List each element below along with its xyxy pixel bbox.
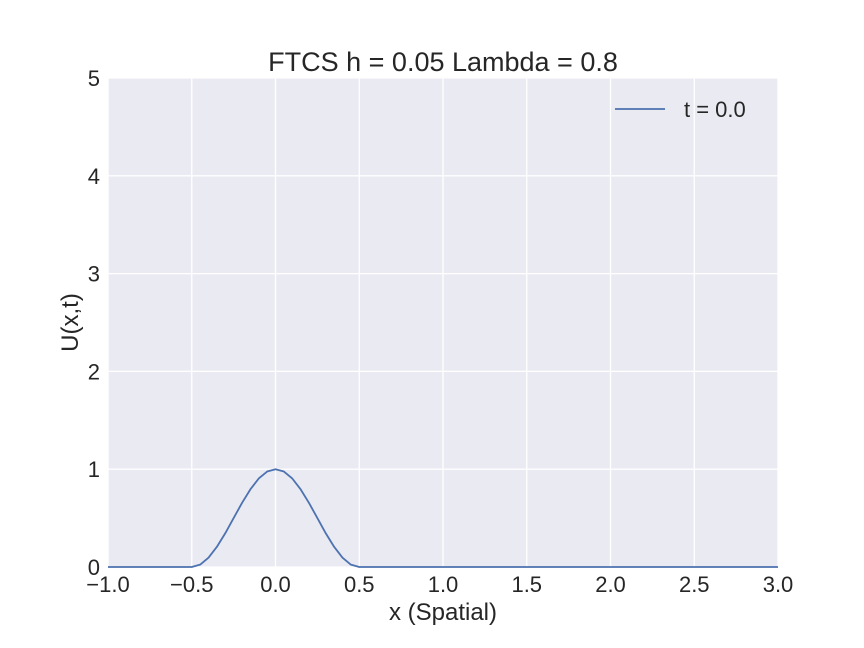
x-tick-label: −1.0 bbox=[86, 572, 129, 597]
y-tick-label: 1 bbox=[88, 457, 100, 482]
y-tick-labels: 0 1 2 3 4 5 bbox=[88, 66, 100, 580]
x-tick-label: 0.0 bbox=[260, 572, 291, 597]
y-tick-label: 4 bbox=[88, 164, 100, 189]
y-tick-label: 5 bbox=[88, 66, 100, 91]
series-line bbox=[108, 468, 778, 568]
y-tick-label: 2 bbox=[88, 359, 100, 384]
x-tick-label: 1.5 bbox=[511, 572, 542, 597]
x-tick-labels: −1.0 −0.5 0.0 0.5 1.0 1.5 2.0 2.5 3.0 bbox=[86, 572, 793, 597]
x-tick-label: 1.0 bbox=[428, 572, 459, 597]
x-tick-label: 0.5 bbox=[344, 572, 375, 597]
legend: t = 0.0 bbox=[615, 97, 746, 122]
y-axis-label: U(x,t) bbox=[57, 293, 84, 352]
legend-label: t = 0.0 bbox=[684, 97, 746, 122]
x-tick-label: 3.0 bbox=[763, 572, 794, 597]
chart-title: FTCS h = 0.05 Lambda = 0.8 bbox=[268, 47, 618, 77]
y-tick-label: 0 bbox=[88, 555, 100, 580]
x-tick-label: −0.5 bbox=[170, 572, 213, 597]
y-tick-label: 3 bbox=[88, 262, 100, 287]
x-tick-label: 2.0 bbox=[595, 572, 626, 597]
x-axis-label: x (Spatial) bbox=[389, 599, 497, 626]
x-tick-label: 2.5 bbox=[679, 572, 710, 597]
series-layer bbox=[108, 468, 778, 568]
